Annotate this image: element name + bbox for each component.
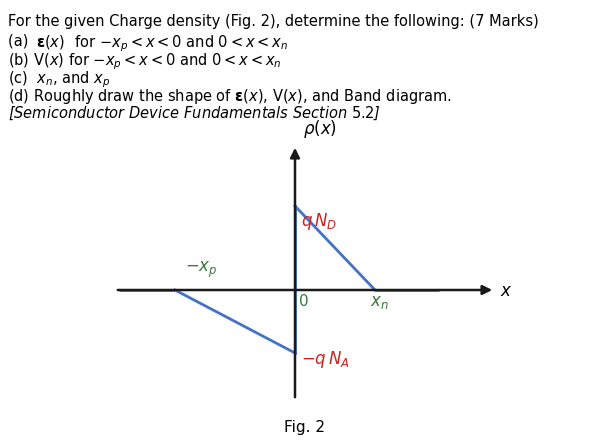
Text: 0: 0 [299, 294, 308, 309]
Text: $-x_p$: $-x_p$ [185, 260, 218, 280]
Text: $-q\,N_A$: $-q\,N_A$ [301, 349, 350, 370]
Text: (a): (a) [8, 33, 38, 48]
Text: For the given Charge density (Fig. 2), determine the following: (7 Marks): For the given Charge density (Fig. 2), d… [8, 14, 539, 29]
Text: $\boldsymbol{\varepsilon}$$(x)$: $\boldsymbol{\varepsilon}$$(x)$ [36, 33, 65, 51]
Text: (b) V$(x)$ for $-x_p < x <0$ and $0 < x < x_n$: (b) V$(x)$ for $-x_p < x <0$ and $0 < x … [8, 51, 281, 71]
Text: $x$: $x$ [500, 282, 512, 300]
Text: (c)  $x_n$, and $x_p$: (c) $x_n$, and $x_p$ [8, 69, 110, 90]
Text: for $-x_p < x <0$ and $0 < x < x_n$: for $-x_p < x <0$ and $0 < x < x_n$ [70, 33, 288, 54]
Text: (d) Roughly draw the shape of $\boldsymbol{\varepsilon}$$(x)$, V$(x)$, and Band : (d) Roughly draw the shape of $\boldsymb… [8, 87, 452, 106]
Text: $q\,N_D$: $q\,N_D$ [301, 211, 337, 232]
Text: $\rho(x)$: $\rho(x)$ [303, 118, 337, 140]
Text: $x_n$: $x_n$ [370, 294, 389, 311]
Text: [$Semiconductor\ Device\ Fundamentals\ Section\ 5.2$]: [$Semiconductor\ Device\ Fundamentals\ S… [8, 105, 381, 123]
Text: Fig. 2: Fig. 2 [284, 420, 325, 435]
